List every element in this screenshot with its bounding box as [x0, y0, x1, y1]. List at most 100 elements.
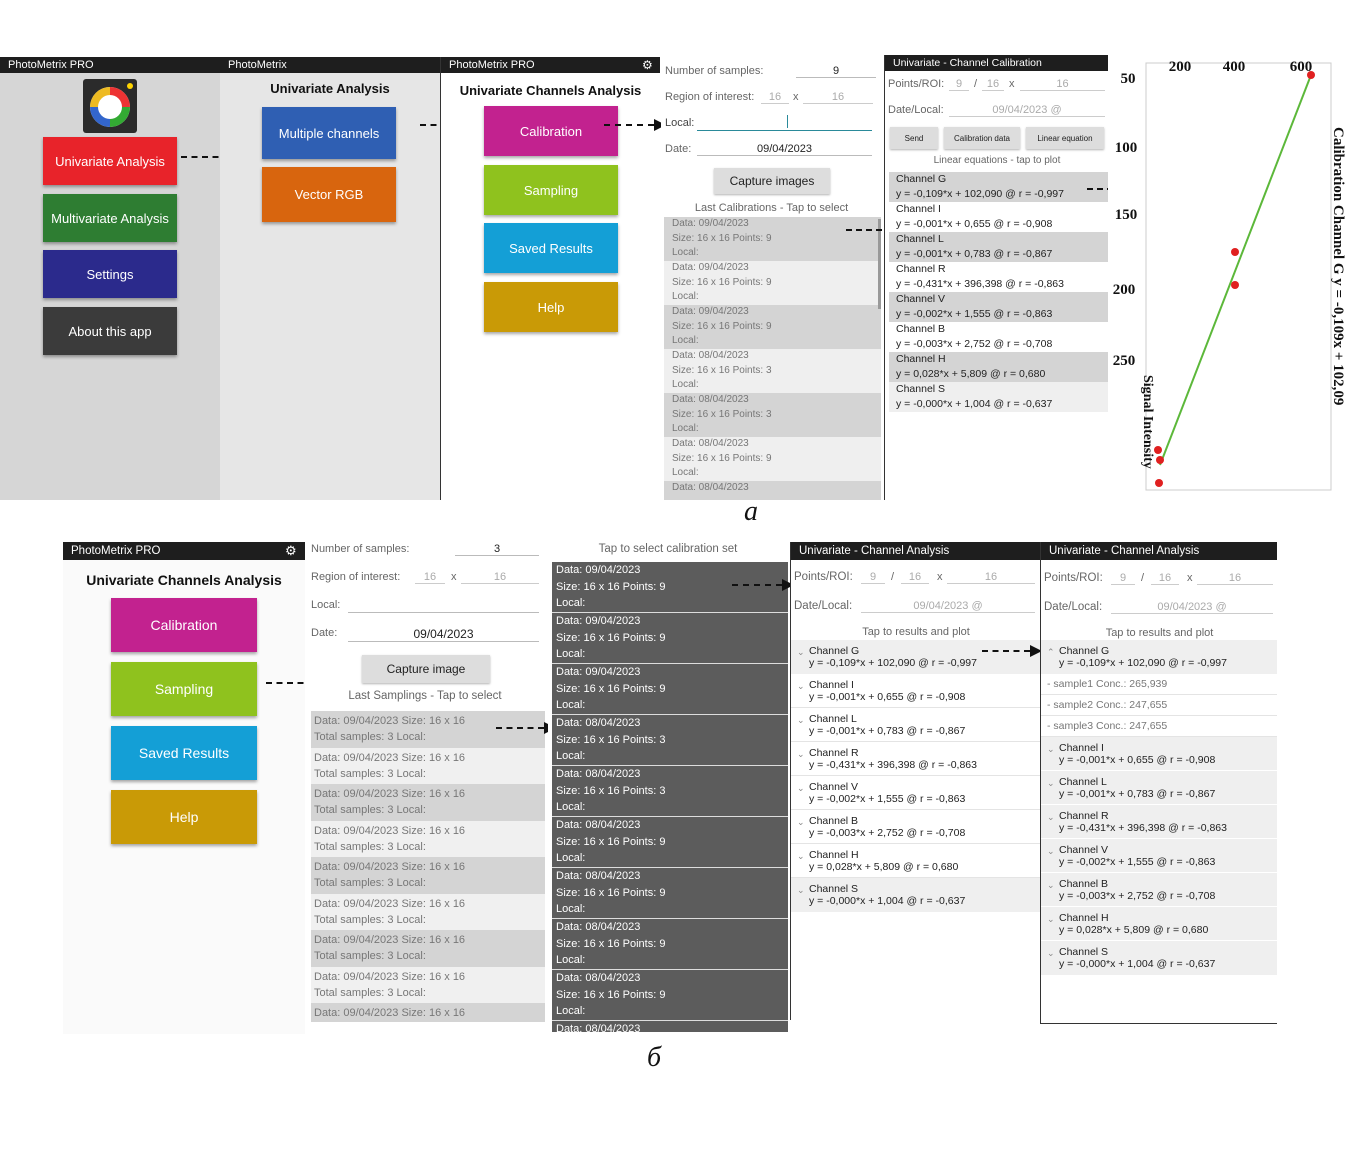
saved-results-button[interactable]: Saved Results [484, 223, 618, 273]
list-item[interactable]: Data: 09/04/2023 Size: 16 x 16 Total samp… [311, 893, 545, 930]
roi-height-input[interactable]: 16 [1197, 572, 1273, 585]
num-samples-input[interactable]: 9 [796, 65, 876, 78]
calibration-data-button[interactable]: Calibration data [944, 127, 1020, 149]
multiple-channels-button[interactable]: Multiple channels [262, 107, 396, 159]
help-button[interactable]: Help [484, 282, 618, 332]
chevron-down-icon: ⌄ [1047, 812, 1055, 822]
about-app-button[interactable]: About this app [43, 307, 177, 355]
list-item[interactable]: Data: 09/04/2023 Size: 16 x 16 Total samp… [311, 784, 545, 821]
send-button[interactable]: Send [890, 127, 938, 149]
data-point [1154, 446, 1162, 454]
date-input[interactable]: 09/04/2023 [697, 143, 872, 156]
roi-width-input[interactable]: 16 [761, 91, 789, 104]
points-input[interactable]: 9 [861, 571, 885, 584]
roi-height-input[interactable]: 16 [947, 571, 1035, 584]
top-tick: 600 [1290, 59, 1313, 75]
capture-image-button[interactable]: Capture image [362, 655, 490, 683]
gear-icon[interactable]: ⚙ [642, 58, 653, 72]
num-samples-input[interactable]: 3 [455, 543, 539, 556]
list-item[interactable]: Data: 09/04/2023 Size: 16 x 16 Total samp… [311, 857, 545, 894]
gear-icon[interactable]: ⚙ [285, 543, 297, 558]
settings-button[interactable]: Settings [43, 250, 177, 298]
points-input[interactable]: 9 [1111, 572, 1135, 585]
scrollbar[interactable] [878, 219, 881, 309]
sampling-button[interactable]: Sampling [484, 165, 618, 215]
calibration-button[interactable]: Calibration [484, 106, 618, 156]
vector-rgb-button[interactable]: Vector RGB [262, 167, 396, 222]
list-item[interactable]: Data: 09/04/2023 Size: 16 x 16 Total samp… [311, 747, 545, 784]
capture-images-button[interactable]: Capture images [714, 168, 830, 194]
points-input[interactable]: 9 [949, 78, 969, 91]
calibration-button[interactable]: Calibration [111, 598, 257, 652]
date-local-input[interactable]: 09/04/2023 @ [861, 600, 1035, 613]
sampling-button[interactable]: Sampling [111, 662, 257, 716]
date-local-label: Date/Local: [794, 600, 853, 612]
linear-equation-button[interactable]: Linear equation [1026, 127, 1104, 149]
list-item[interactable]: Data: 09/04/2023 Size: 16 x 16 Total samp… [311, 711, 545, 748]
roi-width-input[interactable]: 16 [1151, 572, 1179, 585]
roi-width-input[interactable]: 16 [901, 571, 929, 584]
left-tick: 250 [1113, 353, 1136, 369]
roi-height-input[interactable]: 16 [461, 571, 539, 584]
multivariate-analysis-button[interactable]: Multivariate Analysis [43, 194, 177, 242]
local-input[interactable] [697, 115, 872, 131]
list-item[interactable]: Data: 08/04/2023 [552, 1021, 788, 1032]
roi-height-input[interactable]: 16 [1020, 78, 1105, 91]
saved-results-button[interactable]: Saved Results [111, 726, 257, 780]
local-input[interactable] [348, 597, 539, 613]
univariate-analysis-button[interactable]: Univariate Analysis [43, 137, 177, 185]
list-item[interactable]: Data: 09/04/2023 Size: 16 x 16 Total samp… [311, 966, 545, 1003]
date-local-input[interactable]: 09/04/2023 @ [1111, 601, 1273, 614]
roi-width-input[interactable]: 16 [982, 78, 1004, 91]
date-local-input[interactable]: 09/04/2023 @ [949, 104, 1105, 117]
date-input[interactable]: 09/04/2023 [348, 627, 539, 642]
list-item[interactable]: Data: 09/04/2023 Size: 16 x 16 Total samp… [311, 820, 545, 857]
list-item[interactable]: Data: 09/04/2023 Size: 16 x 16 Total samp… [311, 930, 545, 967]
list-item[interactable]: Data: 08/04/2023 [664, 481, 881, 500]
roi-width-input[interactable]: 16 [415, 571, 445, 584]
roi-height-input[interactable]: 16 [803, 91, 873, 104]
help-button[interactable]: Help [111, 790, 257, 844]
list-item[interactable]: Data: 09/04/2023 Size: 16 x 16 [311, 1003, 545, 1022]
